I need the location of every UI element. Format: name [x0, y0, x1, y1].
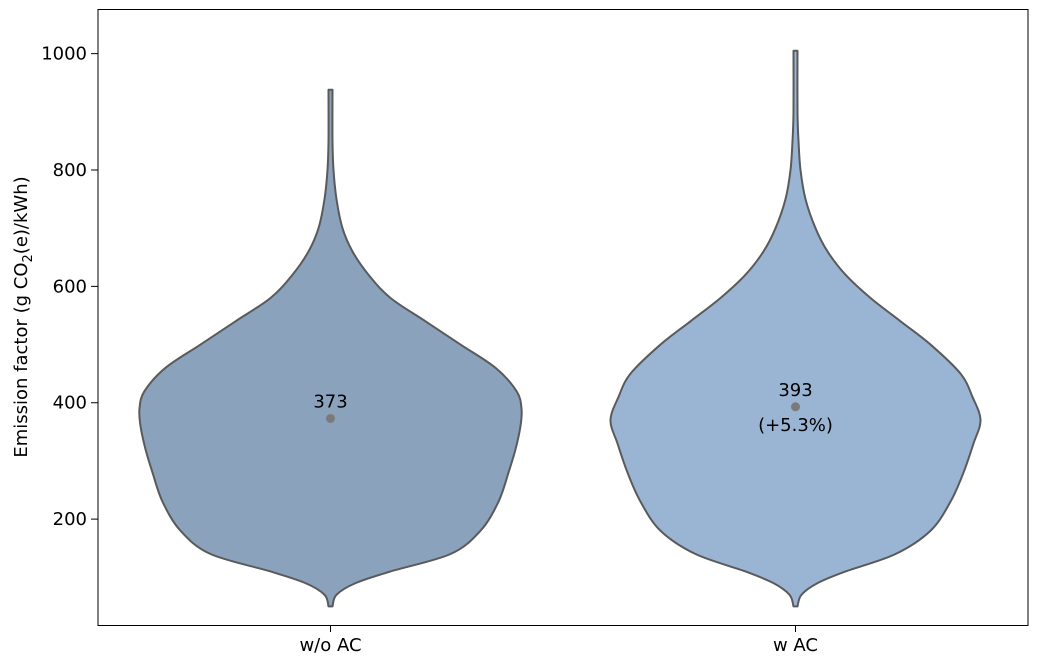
violins-layer — [138, 49, 982, 608]
x-axis: w/o AC w AC — [299, 625, 818, 656]
plot-frame — [97, 9, 1029, 626]
y-axis: 200 400 600 800 1000 — [41, 44, 98, 530]
median-point — [326, 413, 335, 423]
x-tick-label: w/o AC — [299, 635, 361, 656]
violin-body — [609, 49, 982, 608]
median-value-label: 393 — [778, 380, 812, 401]
y-axis-label-subscript: 2 — [21, 254, 36, 262]
x-tick-label: w AC — [773, 635, 818, 656]
annotations-layer: 373 393 (+5.3%) — [313, 380, 833, 436]
median-value-label: 373 — [313, 391, 347, 412]
y-tick-label: 600 — [53, 276, 87, 297]
y-axis-label: Emission factor (g CO2(e)/kWh) — [11, 176, 36, 457]
y-tick-label: 800 — [53, 160, 87, 181]
y-tick-label: 1000 — [41, 44, 87, 65]
y-tick-label: 400 — [53, 393, 87, 414]
y-axis-label-main: Emission factor (g CO — [11, 262, 32, 457]
violin-body — [138, 88, 523, 608]
y-tick-label: 200 — [53, 509, 87, 530]
median-change-label: (+5.3%) — [758, 415, 833, 436]
median-markers-layer — [326, 402, 800, 423]
median-point — [791, 402, 800, 412]
y-axis-label-suffix: (e)/kWh) — [11, 176, 32, 254]
